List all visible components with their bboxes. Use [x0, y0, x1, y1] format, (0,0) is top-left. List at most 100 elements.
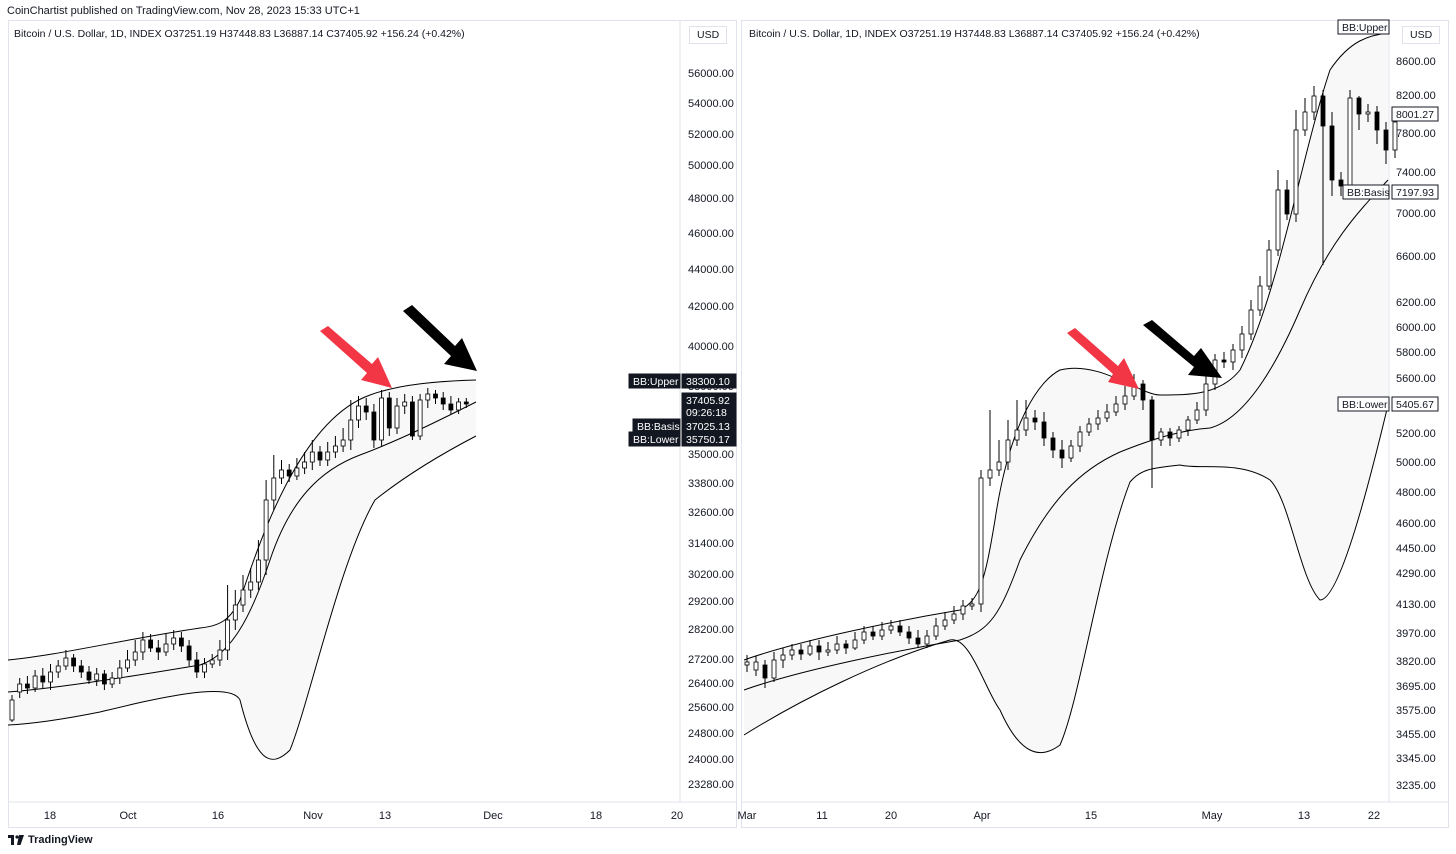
price-tag: 5405.67: [1391, 396, 1439, 412]
candle: [209, 654, 215, 668]
candle: [942, 612, 948, 630]
right-candles: [744, 86, 1398, 688]
candle: [332, 436, 338, 458]
candle: [1032, 410, 1038, 430]
candle: [870, 626, 876, 640]
footer: TradingView: [8, 834, 93, 846]
candle: [456, 398, 462, 414]
price-tick-label: 6600.00: [1396, 251, 1436, 263]
right-black-arrow: [1143, 320, 1222, 378]
candle: [63, 650, 69, 670]
price-tick-label: 5200.00: [1396, 428, 1436, 440]
candle: [125, 650, 130, 672]
time-tick-label: May: [1202, 810, 1223, 822]
price-tick-label: 3970.00: [1396, 628, 1436, 640]
candle: [1356, 96, 1362, 130]
candle: [171, 630, 177, 650]
candle: [32, 670, 38, 692]
time-tick-label: 18: [590, 810, 602, 822]
price-tick-label: 5800.00: [1396, 347, 1436, 359]
candle: [825, 642, 831, 656]
candle: [109, 672, 115, 688]
price-tick-label: 54000.00: [688, 98, 734, 110]
price-tick-label: 7400.00: [1396, 167, 1436, 179]
price-tick-label: 31400.00: [688, 538, 734, 550]
price-tick-label: 23280.00: [688, 779, 734, 791]
candle: [798, 644, 804, 660]
price-tick-label: 26400.00: [688, 678, 734, 690]
price-tick-label: 25600.00: [688, 702, 734, 714]
left-currency-label[interactable]: USD: [689, 26, 728, 44]
candle: [1185, 416, 1191, 436]
price-tick-label: 6000.00: [1396, 322, 1436, 334]
candle: [340, 428, 346, 452]
price-tick-label: 7800.00: [1396, 128, 1436, 140]
candle: [94, 668, 100, 686]
time-tick-label: 11: [816, 810, 827, 822]
price-tag: 38300.10: [681, 373, 737, 389]
candle: [1059, 440, 1065, 468]
right-red-arrow: [1067, 328, 1139, 389]
candle: [240, 575, 246, 612]
candle: [807, 640, 813, 656]
candle: [271, 455, 277, 510]
candle: [1149, 396, 1155, 488]
footer-brand[interactable]: TradingView: [28, 834, 93, 846]
price-tag: BB:Lower: [628, 431, 681, 447]
candle: [753, 656, 759, 676]
candle: [1041, 412, 1047, 446]
candle: [933, 618, 939, 640]
candle: [1140, 380, 1146, 410]
candle: [417, 394, 423, 440]
candle: [317, 446, 323, 466]
candle: [771, 652, 777, 682]
price-tick-label: 42000.00: [688, 301, 734, 313]
candle: [363, 398, 369, 420]
svg-text:09:26:18: 09:26:18: [686, 407, 727, 419]
right-legend: Bitcoin / U.S. Dollar, 1D, INDEX O37251.…: [749, 28, 1200, 40]
candle: [279, 460, 284, 484]
candle: [897, 620, 903, 636]
candle: [248, 568, 254, 598]
candle: [1365, 104, 1371, 122]
candle: [309, 440, 315, 470]
candle: [1086, 418, 1092, 436]
left-bb-basis-line: [7, 401, 477, 693]
candle: [978, 470, 984, 612]
time-tick-label: 22: [1368, 810, 1380, 822]
candle: [148, 634, 154, 652]
candle: [409, 396, 415, 440]
price-tag: 7197.93: [1391, 184, 1439, 200]
svg-text:BB:Lower: BB:Lower: [1342, 399, 1388, 411]
svg-text:BB:Lower: BB:Lower: [633, 434, 679, 446]
time-tick-label: 13: [1298, 810, 1310, 822]
candle: [194, 652, 200, 678]
candle: [987, 410, 993, 486]
candle: [440, 392, 446, 410]
candle: [1050, 432, 1056, 458]
candle: [816, 640, 822, 660]
price-tick-label: 8200.00: [1396, 90, 1436, 102]
price-tag: 8001.27: [1391, 106, 1439, 122]
svg-text:BB:Basis: BB:Basis: [637, 421, 680, 433]
candle: [78, 660, 84, 678]
price-tick-label: 30200.00: [688, 569, 734, 581]
candle: [294, 458, 300, 480]
svg-text:37405.92: 37405.92: [686, 395, 730, 407]
candle: [140, 632, 146, 660]
right-currency-label[interactable]: USD: [1402, 26, 1441, 44]
candle: [1104, 404, 1110, 422]
price-tick-label: 32600.00: [688, 507, 734, 519]
candle: [1014, 400, 1020, 446]
price-tag: 35750.17: [681, 431, 737, 447]
price-tick-label: 46000.00: [688, 228, 734, 240]
candle: [1176, 426, 1182, 442]
price-tick-label: 3695.00: [1396, 681, 1436, 693]
time-tick-label: 20: [885, 810, 897, 822]
candle: [762, 660, 768, 688]
price-tick-label: 35000.00: [688, 449, 734, 461]
time-tick-label: 13: [379, 810, 391, 822]
price-tick-label: 29200.00: [688, 596, 734, 608]
candle: [1293, 110, 1299, 222]
